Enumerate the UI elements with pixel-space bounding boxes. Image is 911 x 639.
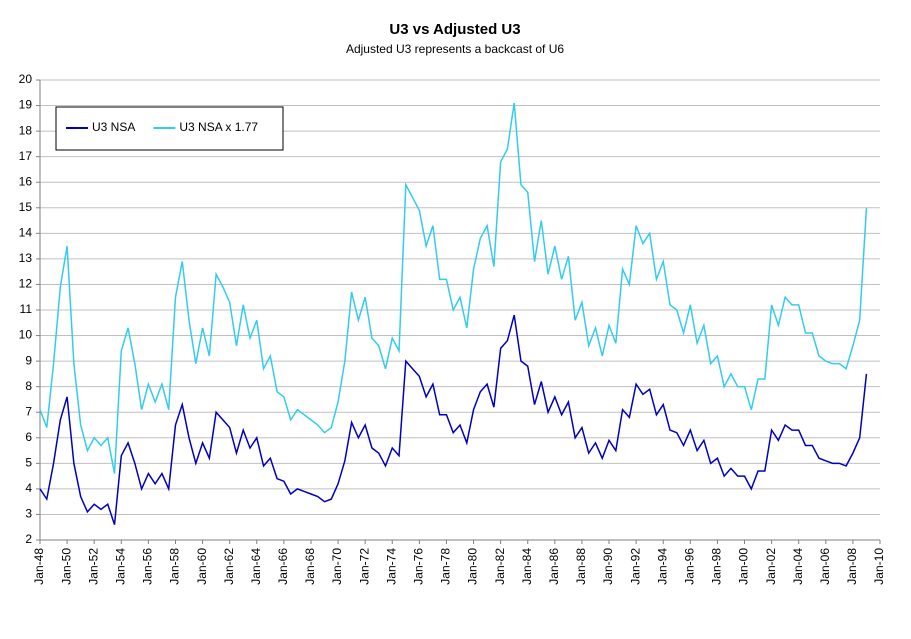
- x-tick-label: Jan-50: [59, 548, 73, 585]
- x-tick-label: Jan-76: [412, 548, 426, 585]
- x-tick-label: Jan-74: [384, 548, 398, 585]
- x-tick-label: Jan-58: [168, 548, 182, 585]
- y-tick-label: 11: [20, 302, 33, 316]
- x-tick-label: Jan-02: [764, 548, 778, 585]
- y-tick-label: 8: [25, 379, 32, 393]
- y-tick-label: 3: [25, 507, 32, 521]
- y-tick-label: 19: [19, 98, 33, 112]
- x-tick-label: Jan-06: [818, 548, 832, 585]
- x-tick-label: Jan-68: [303, 548, 317, 585]
- x-tick-label: Jan-98: [710, 548, 724, 585]
- x-tick-label: Jan-92: [628, 548, 642, 585]
- x-tick-label: Jan-66: [276, 548, 290, 585]
- y-tick-label: 12: [19, 277, 33, 291]
- x-tick-label: Jan-78: [439, 548, 453, 585]
- x-tick-label: Jan-48: [32, 548, 46, 585]
- y-tick-label: 13: [19, 251, 33, 265]
- x-tick-label: Jan-88: [574, 548, 588, 585]
- x-tick-label: Jan-04: [791, 548, 805, 585]
- x-tick-label: Jan-90: [601, 548, 615, 585]
- legend-label: U3 NSA x 1.77: [179, 120, 258, 134]
- y-tick-label: 15: [19, 200, 33, 214]
- x-tick-label: Jan-64: [249, 548, 263, 585]
- y-tick-label: 2: [25, 532, 32, 546]
- x-tick-label: Jan-54: [113, 548, 127, 585]
- chart-title: U3 vs Adjusted U3: [389, 21, 520, 38]
- y-tick-label: 6: [25, 430, 32, 444]
- y-tick-label: 18: [19, 123, 33, 137]
- y-tick-label: 20: [19, 72, 33, 86]
- line-series: [39, 102, 868, 474]
- x-tick-label: Jan-80: [466, 548, 480, 585]
- x-tick-label: Jan-86: [547, 548, 561, 585]
- x-tick-label: Jan-00: [737, 548, 751, 585]
- y-tick-label: 16: [19, 174, 33, 188]
- x-tick-label: Jan-08: [845, 548, 859, 585]
- legend: U3 NSA U3 NSA x 1.77: [55, 106, 284, 151]
- x-tick-label: Jan-56: [141, 548, 155, 585]
- y-tick-label: 17: [19, 149, 33, 163]
- y-tick-label: 7: [25, 404, 32, 418]
- line-series: [39, 314, 868, 525]
- y-tick-label: 10: [19, 328, 33, 342]
- y-tick-label: 5: [25, 456, 32, 470]
- legend-label: U3 NSA: [92, 120, 135, 134]
- x-tick-label: Jan-52: [86, 548, 100, 585]
- x-tick-label: Jan-94: [655, 548, 669, 585]
- x-tick-label: Jan-62: [222, 548, 236, 585]
- x-tick-label: Jan-82: [493, 548, 507, 585]
- x-tick-label: Jan-10: [872, 548, 886, 585]
- x-tick-label: Jan-60: [195, 548, 209, 585]
- x-tick-label: Jan-84: [520, 548, 534, 585]
- y-tick-label: 14: [19, 226, 33, 240]
- x-tick-label: Jan-72: [357, 548, 371, 585]
- x-tick-label: Jan-96: [682, 548, 696, 585]
- y-tick-label: 9: [25, 353, 32, 367]
- chart-subtitle: Adjusted U3 represents a backcast of U6: [346, 42, 564, 56]
- y-tick-label: 4: [25, 481, 32, 495]
- x-tick-label: Jan-70: [330, 548, 344, 585]
